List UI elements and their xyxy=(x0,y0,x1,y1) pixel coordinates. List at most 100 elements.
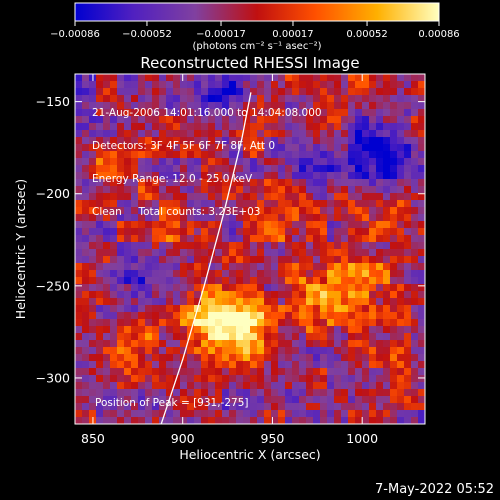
heatmap-cell xyxy=(243,249,251,257)
heatmap-cell xyxy=(299,88,307,96)
heatmap-cell xyxy=(348,305,356,313)
heatmap-cell xyxy=(145,375,153,383)
heatmap-cell xyxy=(362,354,370,362)
heatmap-cell xyxy=(236,109,244,117)
heatmap-cell xyxy=(369,228,377,236)
heatmap-cell xyxy=(299,361,307,369)
heatmap-cell xyxy=(418,284,425,292)
heatmap-cell xyxy=(327,235,335,243)
heatmap-cell xyxy=(369,95,377,103)
heatmap-cell xyxy=(159,291,167,299)
heatmap-cell xyxy=(243,298,251,306)
heatmap-cell xyxy=(89,340,97,348)
heatmap-cell xyxy=(376,256,384,264)
heatmap-cell xyxy=(278,242,286,250)
heatmap-cell xyxy=(145,165,153,173)
heatmap-cell xyxy=(306,123,314,131)
heatmap-cell xyxy=(117,368,125,376)
heatmap-cell xyxy=(355,207,363,215)
heatmap-cell xyxy=(250,88,258,96)
heatmap-cell xyxy=(180,235,188,243)
heatmap-cell xyxy=(313,249,321,257)
heatmap-cell xyxy=(334,382,342,390)
heatmap-cell xyxy=(348,144,356,152)
heatmap-cell xyxy=(222,347,230,355)
heatmap-cell xyxy=(327,95,335,103)
heatmap-cell xyxy=(376,235,384,243)
heatmap-cell xyxy=(152,396,160,404)
heatmap-cell xyxy=(278,312,286,320)
heatmap-cell xyxy=(152,410,160,418)
heatmap-cell xyxy=(264,242,272,250)
heatmap-cell xyxy=(243,116,251,124)
heatmap-cell xyxy=(411,242,419,250)
heatmap-cell xyxy=(348,95,356,103)
heatmap-cell xyxy=(236,151,244,159)
heatmap-cell xyxy=(208,242,216,250)
heatmap-cell xyxy=(243,319,251,327)
heatmap-cell xyxy=(334,137,342,145)
heatmap-cell xyxy=(404,340,412,348)
heatmap-cell xyxy=(271,340,279,348)
heatmap-cell xyxy=(313,172,321,180)
heatmap-cell xyxy=(117,291,125,299)
heatmap-cell xyxy=(124,284,132,292)
heatmap-cell xyxy=(278,172,286,180)
heatmap-cell xyxy=(173,354,181,362)
heatmap-cell xyxy=(271,109,279,117)
heatmap-cell xyxy=(89,368,97,376)
heatmap-cell xyxy=(404,305,412,313)
heatmap-cell xyxy=(243,151,251,159)
heatmap-cell xyxy=(89,354,97,362)
heatmap-cell xyxy=(222,340,230,348)
heatmap-cell xyxy=(313,81,321,89)
heatmap-cell xyxy=(369,284,377,292)
heatmap-cell xyxy=(383,186,391,194)
heatmap-cell xyxy=(404,186,412,194)
heatmap-cell xyxy=(376,382,384,390)
heatmap-cell xyxy=(82,179,90,187)
heatmap-cell xyxy=(355,74,363,82)
heatmap-cell xyxy=(327,354,335,362)
heatmap-cell xyxy=(341,102,349,110)
heatmap-cell xyxy=(299,207,307,215)
heatmap-cell xyxy=(194,417,202,424)
heatmap-cell xyxy=(292,410,300,418)
heatmap-cell xyxy=(229,249,237,257)
heatmap-cell xyxy=(250,228,258,236)
heatmap-cell xyxy=(187,312,195,320)
heatmap-cell xyxy=(250,123,258,131)
heatmap-cell xyxy=(124,123,132,131)
heatmap-cell xyxy=(369,158,377,166)
heatmap-cell xyxy=(229,270,237,278)
heatmap-cell xyxy=(180,88,188,96)
heatmap-cell xyxy=(208,389,216,397)
heatmap-cell xyxy=(355,88,363,96)
heatmap-cell xyxy=(166,256,174,264)
heatmap-cell xyxy=(320,144,328,152)
heatmap-cell xyxy=(341,396,349,404)
heatmap-cell xyxy=(320,242,328,250)
heatmap-cell xyxy=(278,347,286,355)
heatmap-cell xyxy=(159,235,167,243)
heatmap-cell xyxy=(110,403,118,411)
heatmap-cell xyxy=(117,186,125,194)
heatmap-cell xyxy=(208,116,216,124)
heatmap-cell xyxy=(341,326,349,334)
heatmap-cell xyxy=(75,130,83,138)
heatmap-cell xyxy=(362,193,370,201)
heatmap-cell xyxy=(376,403,384,411)
heatmap-cell xyxy=(236,312,244,320)
heatmap-cell xyxy=(306,235,314,243)
heatmap-cell xyxy=(138,95,146,103)
heatmap-cell xyxy=(418,88,425,96)
heatmap-cell xyxy=(173,347,181,355)
heatmap-cell xyxy=(418,382,425,390)
heatmap-cell xyxy=(369,130,377,138)
heatmap-cell xyxy=(369,340,377,348)
heatmap-cell xyxy=(89,361,97,369)
heatmap-cell xyxy=(369,102,377,110)
heatmap-cell xyxy=(264,235,272,243)
heatmap-cell xyxy=(124,263,132,271)
heatmap-cell xyxy=(89,207,97,215)
